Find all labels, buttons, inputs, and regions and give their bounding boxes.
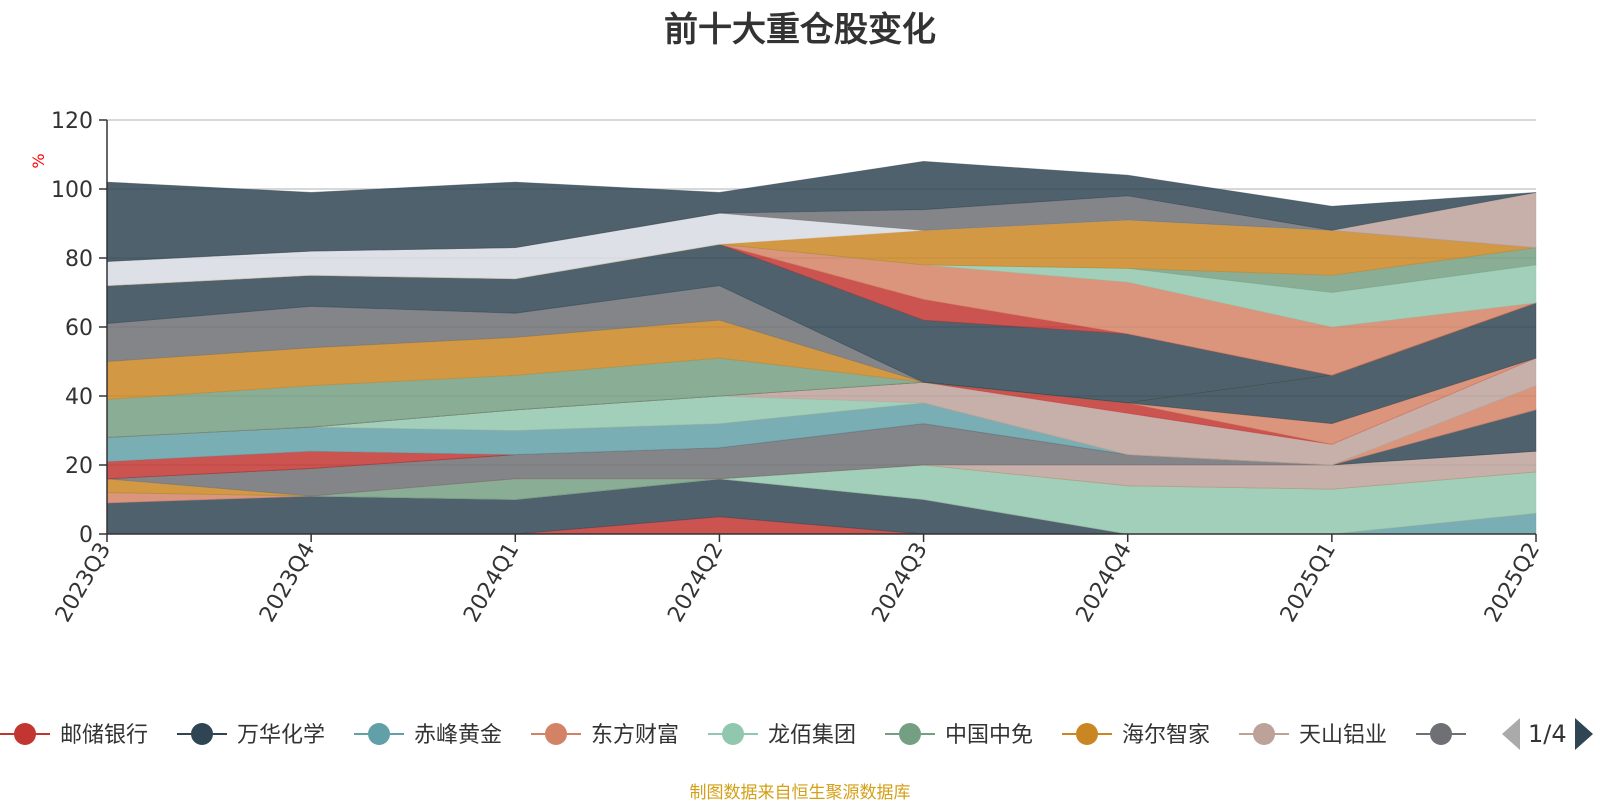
legend-marker-icon: [722, 723, 744, 745]
legend-item-partial[interactable]: [1416, 723, 1466, 745]
y-tick-label: 120: [51, 109, 93, 134]
area-series-30: [106, 160, 1537, 262]
x-tick-label: 2024Q4: [1072, 539, 1137, 627]
x-tick-label: 2023Q4: [255, 539, 320, 627]
legend-item-0[interactable]: 邮储银行: [0, 723, 148, 748]
legend-marker-icon: [191, 723, 213, 745]
legend-prev-icon[interactable]: [1502, 718, 1520, 750]
x-tick-label: 2023Q3: [51, 539, 116, 627]
legend-item-6[interactable]: 海尔智家: [1062, 723, 1210, 748]
legend-label: 邮储银行: [60, 723, 148, 748]
y-tick-label: 100: [51, 178, 93, 203]
x-tick-label: 2024Q1: [459, 539, 524, 627]
legend-marker-icon: [899, 723, 921, 745]
legend-marker-icon: [1076, 723, 1098, 745]
legend-item-3[interactable]: 东方财富: [531, 723, 679, 748]
legend-item-2[interactable]: 赤峰黄金: [354, 723, 502, 748]
legend-marker-icon: [368, 723, 390, 745]
legend-marker-icon: [1253, 723, 1275, 745]
y-tick-label: 80: [65, 247, 93, 272]
legend-page-indicator: 1/4: [1528, 720, 1567, 748]
legend-marker-icon: [1430, 723, 1452, 745]
x-tick-label: 2024Q3: [867, 539, 932, 627]
y-axis-label: %: [29, 153, 48, 168]
legend-label: 赤峰黄金: [414, 723, 502, 748]
area-series-group: [106, 160, 1537, 535]
legend-item-4[interactable]: 龙佰集团: [708, 723, 856, 748]
legend-label: 万华化学: [237, 723, 325, 748]
legend-item-5[interactable]: 中国中免: [885, 723, 1033, 748]
x-tick-label: 2024Q2: [663, 539, 728, 627]
legend-item-7[interactable]: 天山铝业: [1239, 723, 1387, 748]
chart-title: 前十大重仓股变化: [664, 10, 936, 50]
legend-marker-icon: [14, 723, 36, 745]
y-tick-label: 60: [65, 316, 93, 341]
y-tick-label: 20: [65, 454, 93, 479]
legend-item-1[interactable]: 万华化学: [177, 723, 325, 748]
legend[interactable]: 邮储银行 万华化学 赤峰黄金 东方财富 龙佰集团 中国中免 海尔智家 天山铝业: [0, 723, 1466, 748]
source-note: 制图数据来自恒生聚源数据库: [689, 783, 911, 803]
legend-marker-icon: [545, 723, 567, 745]
legend-next-icon[interactable]: [1574, 718, 1593, 750]
x-tick-label: 2025Q1: [1276, 539, 1341, 627]
legend-label: 天山铝业: [1299, 723, 1387, 748]
y-tick-label: 0: [79, 523, 93, 548]
y-tick-label: 40: [65, 385, 93, 410]
legend-pager[interactable]: 1/4: [1502, 716, 1593, 752]
legend-label: 东方财富: [591, 723, 679, 748]
x-tick-label: 2025Q2: [1480, 539, 1545, 627]
legend-label: 中国中免: [945, 723, 1033, 748]
legend-label: 龙佰集团: [768, 723, 856, 748]
legend-label: 海尔智家: [1122, 723, 1210, 748]
